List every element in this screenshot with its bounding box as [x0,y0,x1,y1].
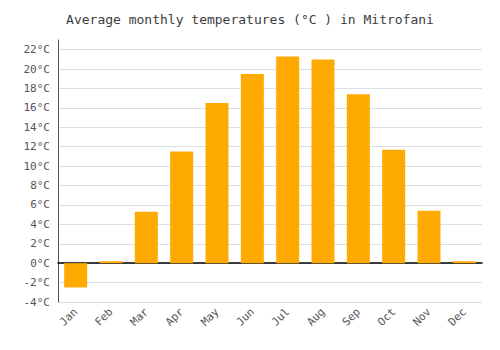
svg-text:2°C: 2°C [30,237,50,250]
svg-text:Apr: Apr [163,305,186,328]
svg-text:0°C: 0°C [30,257,50,270]
svg-text:4°C: 4°C [30,218,50,231]
svg-text:6°C: 6°C [30,198,50,211]
svg-text:12°C: 12°C [24,140,51,153]
svg-text:22°C: 22°C [24,43,51,56]
svg-text:Sep: Sep [340,305,363,328]
svg-text:8°C: 8°C [30,179,50,192]
svg-text:Aug: Aug [304,305,327,328]
svg-text:Average monthly temperatures (: Average monthly temperatures (°C ) in Mi… [66,12,434,27]
svg-text:Jan: Jan [57,305,80,328]
svg-text:20°C: 20°C [24,63,51,76]
svg-text:Jul: Jul [269,305,292,328]
svg-text:Oct: Oct [375,305,398,328]
svg-text:May: May [198,305,221,328]
svg-text:Dec: Dec [446,305,469,328]
svg-text:Jun: Jun [234,305,257,328]
svg-text:10°C: 10°C [24,160,51,173]
svg-text:14°C: 14°C [24,121,51,134]
svg-text:Mar: Mar [128,305,151,328]
svg-text:-2°C: -2°C [24,276,51,289]
svg-text:16°C: 16°C [24,101,51,114]
svg-text:-4°C: -4°C [24,296,51,309]
svg-text:Feb: Feb [92,305,115,328]
svg-text:18°C: 18°C [24,82,51,95]
svg-text:Nov: Nov [410,305,433,328]
